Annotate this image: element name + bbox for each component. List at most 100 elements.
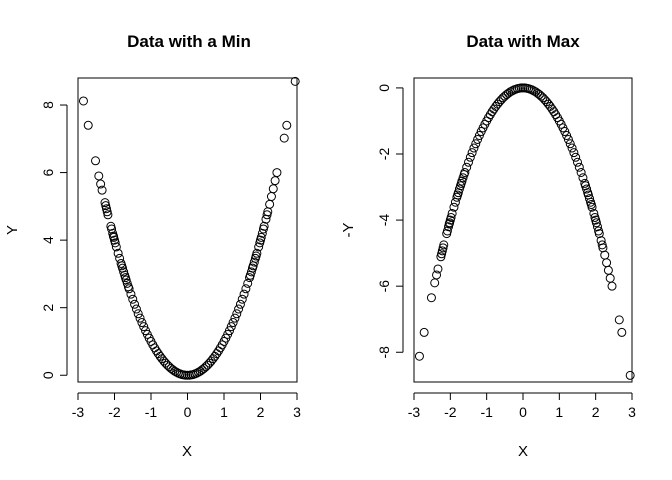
data-point [137,318,147,328]
y-tick-label: 2 [40,304,56,312]
data-point [582,184,592,194]
scatter-points [414,83,635,380]
data-point [473,134,483,144]
data-point [243,278,253,288]
chart-title: Data with a Min [127,32,251,51]
data-point [603,265,613,275]
y-tick-label: -8 [376,346,392,359]
data-point [576,168,586,177]
data-point [446,212,456,222]
data-point [591,218,601,228]
data-point [563,134,573,144]
data-point [433,264,443,274]
x-tick-label: 0 [184,404,192,420]
data-point [131,304,141,314]
data-point [465,152,475,162]
x-tick-label: -2 [108,404,121,420]
scatter-points [78,76,300,380]
data-point [432,270,442,280]
data-point [241,284,251,294]
data-point [237,294,247,304]
data-point [91,156,101,166]
panel-data-with-a-min: Data with a Min X Y -3 -2 -1 0 1 2 3 0 2 4 6 8 [4,32,301,460]
data-point [272,168,282,178]
data-point [426,293,436,303]
data-point [265,199,275,209]
y-axis-label: Y [4,225,21,235]
data-point [126,289,136,299]
data-point [560,127,570,137]
data-point [113,248,123,258]
data-point [111,242,121,252]
x-tick-label: 2 [257,404,265,420]
data-point [574,162,584,172]
data-point [78,96,88,106]
x-tick-label: -2 [444,404,457,420]
data-point [128,294,138,304]
data-point [450,197,460,207]
data-point [578,173,588,183]
data-point [115,253,125,263]
data-point [584,194,594,204]
data-point [235,299,245,309]
y-tick-label: -6 [376,280,392,293]
x-tick-label: 0 [519,404,527,420]
data-point [605,273,615,283]
plot-frame [413,77,633,383]
data-point [562,131,572,140]
data-point [130,299,140,309]
y-tick-label: 8 [40,101,56,109]
data-point [567,143,577,153]
data-point [103,210,113,220]
data-point [135,313,145,323]
data-point [625,370,635,380]
data-point [110,238,120,248]
data-point [587,202,597,212]
panel-data-with-max: Data with Max X -Y -3 -2 -1 0 1 2 3 0 -2 -4 -6 -8 [340,32,636,460]
data-point [474,131,484,140]
data-point [246,267,256,277]
data-point [254,242,264,252]
data-point [449,202,459,212]
y-tick-label: 0 [376,84,392,92]
x-axis-label: X [518,443,528,460]
x-tick-label: -3 [408,404,421,420]
plot-frame [77,77,298,383]
data-point [228,318,238,328]
data-point [469,143,479,153]
data-point [259,221,269,231]
data-point [224,326,234,336]
x-tick-label: -1 [145,404,158,420]
data-point [485,110,495,120]
data-point [83,120,93,130]
data-point [282,120,292,130]
data-point [96,179,106,189]
y-tick-label: 6 [40,168,56,176]
data-point [439,240,449,250]
y-tick-label: 4 [40,236,56,244]
data-point [602,258,612,268]
x-axis-label: X [182,443,192,460]
data-point [594,229,604,239]
data-point [442,226,452,236]
data-point [226,322,236,332]
data-point [94,171,104,181]
data-point [617,327,627,337]
x-tick-label: 2 [592,404,600,420]
data-point [234,304,244,314]
y-tick-label: 0 [40,371,56,379]
axes: -3 -2 -1 0 1 2 3 0 -2 -4 -6 -8 [376,77,636,420]
data-point [414,351,424,361]
y-axis-label: -Y [340,223,357,238]
data-point [124,284,134,294]
data-point [600,250,610,260]
data-point [592,222,602,232]
data-point [268,184,278,194]
data-point [614,315,624,325]
data-point [589,208,599,218]
data-point [419,327,429,337]
x-tick-label: 3 [628,404,636,420]
data-point [462,162,472,172]
data-point [139,322,149,332]
